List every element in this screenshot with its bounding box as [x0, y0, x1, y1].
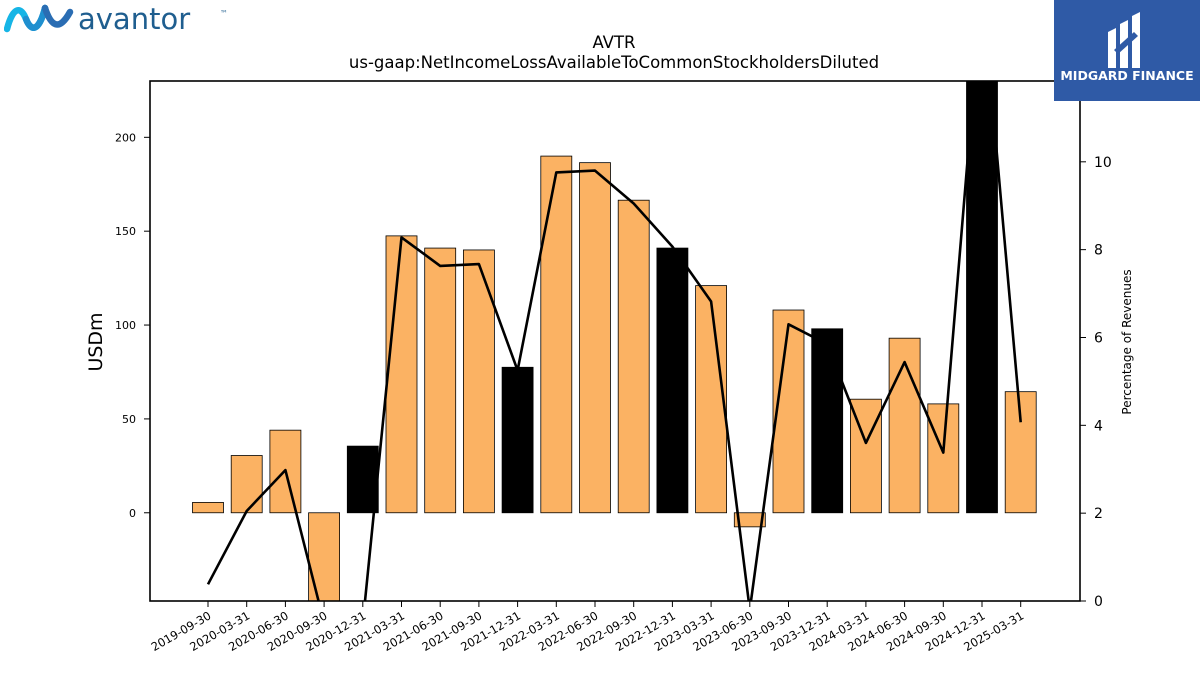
avantor-logo: avantor ™: [3, 2, 234, 36]
bar-2025-03-31: [1004, 391, 1037, 514]
bar-2023-09-30: [772, 309, 805, 514]
y-tick-label: 100: [115, 319, 136, 332]
bar-2019-09-30: [192, 502, 224, 514]
bar-2022-03-31: [540, 155, 573, 514]
y2-tick-label: 0: [1094, 594, 1103, 610]
avantor-logo-text: avantor: [78, 2, 190, 36]
plot-frame: [149, 80, 1081, 602]
chart-subtitle: us-gaap:NetIncomeLossAvailableToCommonSt…: [349, 53, 879, 72]
chart-title: AVTR: [592, 33, 635, 52]
y2-tick-label: 10: [1094, 155, 1112, 171]
bar-2021-03-31: [385, 235, 418, 514]
midgard-logo-text: MIDGARD FINANCE: [1060, 68, 1194, 83]
y2-tick-label: 6: [1094, 330, 1103, 346]
bar-2023-06-30: [733, 512, 766, 528]
midgard-finance-logo: MIDGARD FINANCE: [1054, 0, 1200, 101]
y-tick-label: 200: [115, 131, 136, 144]
y2-axis-label: Percentage of Revenues: [1120, 269, 1134, 414]
y2-tick-label: 2: [1094, 506, 1103, 522]
bar-2023-12-31: [811, 328, 844, 514]
y2-tick-label: 4: [1094, 418, 1103, 434]
bar-2021-09-30: [462, 249, 495, 514]
y-tick-label: 0: [129, 507, 136, 520]
bar-2020-12-31: [346, 445, 379, 514]
bar-2020-03-31: [230, 455, 263, 514]
y-tick-label: 150: [115, 225, 136, 238]
avantor-logo-icon: avantor ™: [3, 2, 228, 36]
y-tick-label: 50: [122, 413, 136, 426]
bar-2022-06-30: [579, 162, 611, 514]
midgard-mark-icon: [1108, 12, 1140, 68]
bar-2020-09-30: [308, 512, 341, 601]
bar-2021-12-31: [501, 366, 534, 514]
bar-2022-12-31: [656, 247, 689, 514]
avantor-logo-tm: ™: [220, 9, 228, 18]
bar-2022-09-30: [617, 199, 650, 514]
y2-tick-label: 8: [1094, 243, 1103, 259]
bar-2024-12-31: [966, 81, 998, 514]
percentage-line: [206, 81, 1022, 601]
bar-2024-09-30: [927, 403, 960, 514]
bar-2023-03-31: [695, 285, 727, 514]
y-axis-label: USDm: [85, 312, 107, 371]
bar-2021-06-30: [424, 247, 457, 514]
bar-2024-06-30: [888, 337, 921, 514]
